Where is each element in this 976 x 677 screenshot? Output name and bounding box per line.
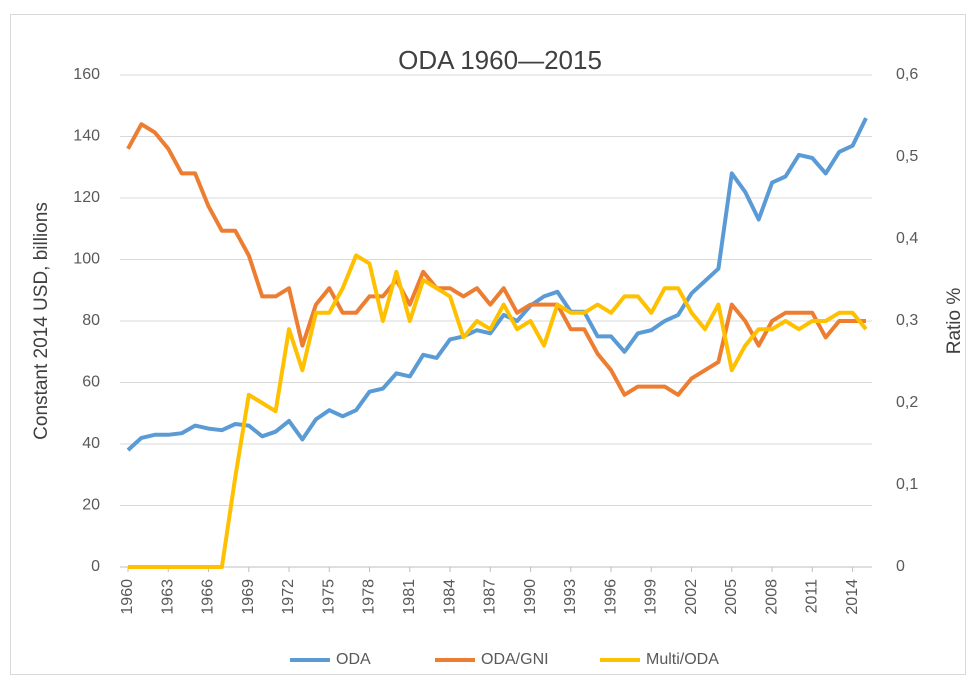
y-tick-label: 40 — [82, 435, 100, 452]
y-tick-label: 20 — [82, 497, 100, 514]
y-tick-label: 160 — [73, 66, 100, 83]
x-tick-label: 1972 — [280, 579, 297, 615]
x-tick-label: 1960 — [119, 579, 136, 615]
y2-tick-label: 0,3 — [896, 312, 918, 329]
x-tick-label: 2014 — [844, 579, 861, 615]
x-tick-label: 1969 — [240, 579, 257, 615]
y2-tick-label: 0,6 — [896, 66, 918, 83]
y-tick-label: 60 — [82, 374, 100, 391]
x-tick-label: 1990 — [522, 579, 539, 615]
x-tick-label: 2011 — [804, 579, 821, 614]
y-tick-label: 0 — [91, 558, 100, 575]
y-tick-label: 120 — [73, 189, 100, 206]
y2-tick-label: 0,1 — [896, 476, 918, 493]
series-line — [128, 253, 868, 569]
x-tick-label: 1987 — [482, 579, 499, 615]
legend-label: Multi/ODA — [646, 651, 719, 668]
x-tick-label: 1966 — [200, 579, 217, 615]
x-tick-label: 1978 — [361, 579, 378, 615]
x-tick-label: 1984 — [441, 579, 458, 615]
y2-tick-label: 0,5 — [896, 148, 918, 165]
y-tick-label: 100 — [73, 251, 100, 268]
y2-tick-label: 0,4 — [896, 230, 918, 247]
y-tick-label: 80 — [82, 312, 100, 329]
x-tick-label: 2005 — [723, 579, 740, 615]
y-tick-label: 140 — [73, 128, 100, 145]
chart-border — [10, 14, 966, 675]
series-line — [126, 122, 866, 397]
x-tick-label: 1996 — [602, 579, 619, 615]
chart-title: ODA 1960—2015 — [398, 45, 602, 75]
y2-tick-label: 0,2 — [896, 394, 918, 411]
x-tick-label: 1993 — [562, 579, 579, 615]
legend-label: ODA — [336, 651, 371, 668]
x-tick-label: 1963 — [159, 579, 176, 615]
y-axis-label: Constant 2014 USD, billions — [31, 202, 52, 440]
y2-axis-label: Ratio % — [944, 288, 965, 355]
x-tick-label: 2002 — [683, 579, 700, 615]
legend-label: ODA/GNI — [481, 651, 549, 668]
x-tick-label: 1981 — [401, 579, 418, 615]
series-line — [126, 117, 868, 452]
y2-tick-label: 0 — [896, 558, 905, 575]
x-tick-label: 1999 — [643, 579, 660, 615]
x-tick-label: 1975 — [320, 579, 337, 615]
x-tick-label: 2008 — [763, 579, 780, 615]
